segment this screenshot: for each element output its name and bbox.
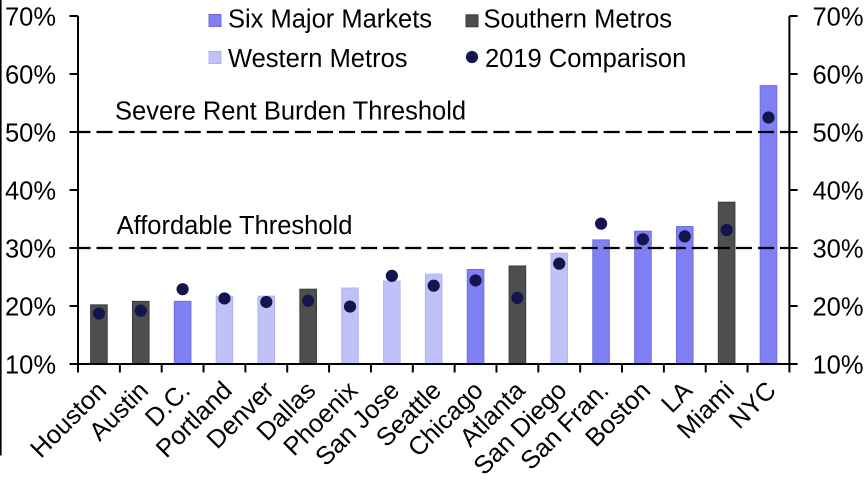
- svg-text:10%: 10%: [5, 351, 56, 379]
- svg-text:60%: 60%: [5, 61, 56, 89]
- svg-text:2019 Comparison: 2019 Comparison: [485, 45, 686, 73]
- svg-text:Severe Rent Burden Threshold: Severe Rent Burden Threshold: [115, 97, 466, 125]
- svg-text:Western Metros: Western Metros: [228, 45, 408, 73]
- svg-text:30%: 30%: [813, 235, 864, 263]
- svg-text:20%: 20%: [5, 293, 56, 321]
- svg-text:Southern Metros: Southern Metros: [484, 6, 673, 34]
- svg-text:50%: 50%: [813, 119, 864, 147]
- svg-text:40%: 40%: [813, 177, 864, 205]
- svg-text:60%: 60%: [813, 61, 864, 89]
- svg-text:30%: 30%: [5, 235, 56, 263]
- svg-text:70%: 70%: [5, 3, 56, 31]
- svg-text:40%: 40%: [5, 177, 56, 205]
- svg-text:70%: 70%: [813, 3, 864, 31]
- svg-text:20%: 20%: [813, 293, 864, 321]
- svg-text:Six Major Markets: Six Major Markets: [228, 6, 432, 34]
- svg-text:50%: 50%: [5, 119, 56, 147]
- svg-text:10%: 10%: [813, 351, 864, 379]
- svg-text:Affordable Threshold: Affordable Threshold: [117, 212, 353, 240]
